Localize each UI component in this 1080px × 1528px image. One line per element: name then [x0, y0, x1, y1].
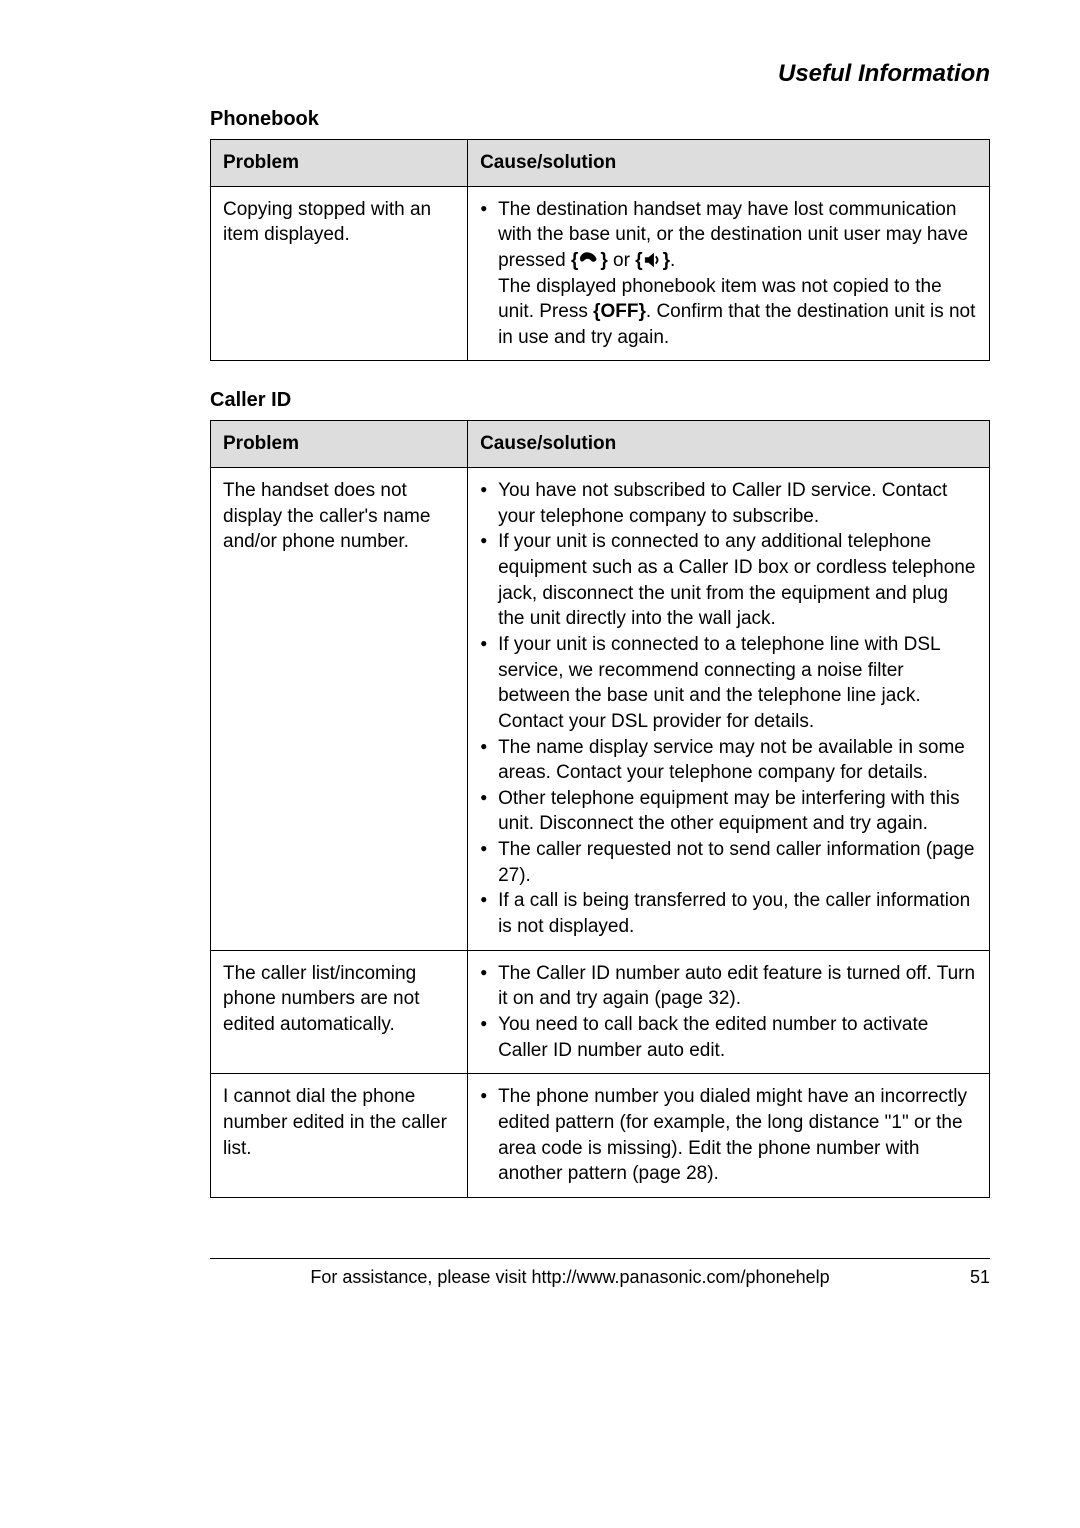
solution-item: If your unit is connected to any additio… — [480, 529, 977, 632]
table-row: I cannot dial the phone number edited in… — [211, 1074, 990, 1198]
solution-item: Other telephone equipment may be interfe… — [480, 786, 977, 837]
page-footer: For assistance, please visit http://www.… — [210, 1258, 990, 1288]
cell-problem: Copying stopped with an item displayed. — [211, 186, 468, 361]
col-header-problem: Problem — [211, 140, 468, 187]
table-header-row: Problem Cause/solution — [211, 140, 990, 187]
col-header-problem: Problem — [211, 421, 468, 468]
speakerphone-icon: {} — [635, 250, 670, 271]
table-row: The caller list/incoming phone numbers a… — [211, 950, 990, 1074]
col-header-solution: Cause/solution — [468, 421, 990, 468]
solution-item: If a call is being transferred to you, t… — [480, 888, 977, 939]
solution-item: If your unit is connected to a telephone… — [480, 632, 977, 735]
solution-item: You need to call back the edited number … — [480, 1012, 977, 1063]
cell-solution: You have not subscribed to Caller ID ser… — [468, 468, 990, 951]
cell-solution: The Caller ID number auto edit feature i… — [468, 950, 990, 1074]
solution-item: The Caller ID number auto edit feature i… — [480, 961, 977, 1012]
table-row: Copying stopped with an item displayed. … — [211, 186, 990, 361]
table-callerid: Problem Cause/solution The handset does … — [210, 420, 990, 1197]
subhead-callerid: Caller ID — [210, 389, 990, 412]
cell-problem: The handset does not display the caller'… — [211, 468, 468, 951]
page-root: Useful Information Phonebook Problem Cau… — [0, 0, 1080, 1328]
table-phonebook: Problem Cause/solution Copying stopped w… — [210, 139, 990, 361]
cell-problem: The caller list/incoming phone numbers a… — [211, 950, 468, 1074]
col-header-solution: Cause/solution — [468, 140, 990, 187]
cell-solution: The destination handset may have lost co… — [468, 186, 990, 361]
solution-item: The caller requested not to send caller … — [480, 837, 977, 888]
solution-item: The destination handset may have lost co… — [480, 197, 977, 351]
cell-problem: I cannot dial the phone number edited in… — [211, 1074, 468, 1198]
solution-item: You have not subscribed to Caller ID ser… — [480, 478, 977, 529]
cell-solution: The phone number you dialed might have a… — [468, 1074, 990, 1198]
solution-item: The name display service may not be avai… — [480, 735, 977, 786]
subhead-phonebook: Phonebook — [210, 108, 990, 131]
solution-item: The phone number you dialed might have a… — [480, 1084, 977, 1187]
footer-text: For assistance, please visit http://www.… — [210, 1267, 930, 1288]
table-row: The handset does not display the caller'… — [211, 468, 990, 951]
talk-handset-icon: {} — [571, 250, 608, 271]
footer-page-number: 51 — [930, 1267, 990, 1288]
table-header-row: Problem Cause/solution — [211, 421, 990, 468]
section-title: Useful Information — [210, 60, 990, 88]
